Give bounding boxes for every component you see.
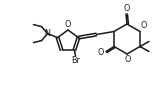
Text: O: O [123, 4, 130, 13]
Text: O: O [125, 56, 131, 65]
Text: O: O [98, 48, 104, 57]
Text: Br: Br [71, 56, 80, 65]
Text: N: N [45, 29, 50, 38]
Text: O: O [65, 20, 71, 29]
Text: O: O [141, 22, 147, 31]
